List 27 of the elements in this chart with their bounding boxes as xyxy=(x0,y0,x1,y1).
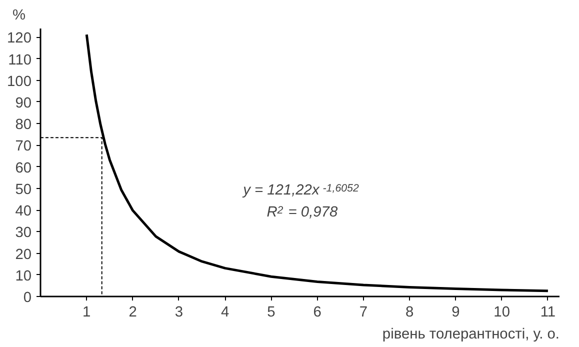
y-tick-label: 10 xyxy=(15,268,32,284)
x-tick-label: 7 xyxy=(359,304,368,320)
x-tick-label: 1 xyxy=(82,304,91,320)
x-tick-label: 10 xyxy=(494,304,510,320)
annotation: y = 121,22x-1,6052 xyxy=(242,182,359,198)
y-tick-label: 20 xyxy=(15,246,32,263)
x-tick-label: 8 xyxy=(405,304,414,320)
y-tick-label: 70 xyxy=(15,138,32,155)
y-tick-label: 40 xyxy=(15,204,32,220)
y-tick-label: 50 xyxy=(15,182,32,198)
y-tick-label: 120 xyxy=(7,30,32,47)
y-tick-label: 100 xyxy=(7,74,32,90)
y-axis-title: % xyxy=(12,8,26,24)
x-tick-label: 3 xyxy=(174,304,183,320)
y-tick-label: 90 xyxy=(15,95,32,112)
x-tick-label: 4 xyxy=(220,304,230,320)
x-tick-label: 5 xyxy=(267,304,276,320)
y-tick-label: 60 xyxy=(15,160,32,176)
y-tick-label: 110 xyxy=(8,52,32,68)
x-tick-label: 6 xyxy=(313,304,322,320)
y-tick-label: 30 xyxy=(15,225,32,242)
x-axis-title: рівень толерантності, у. о. xyxy=(382,326,560,342)
x-tick-label: 11 xyxy=(540,304,556,320)
y-tick-label: 80 xyxy=(15,117,32,134)
x-tick-label: 9 xyxy=(452,304,460,320)
y-tick-label: 0 xyxy=(23,290,32,306)
x-tick-label: 2 xyxy=(128,304,137,320)
